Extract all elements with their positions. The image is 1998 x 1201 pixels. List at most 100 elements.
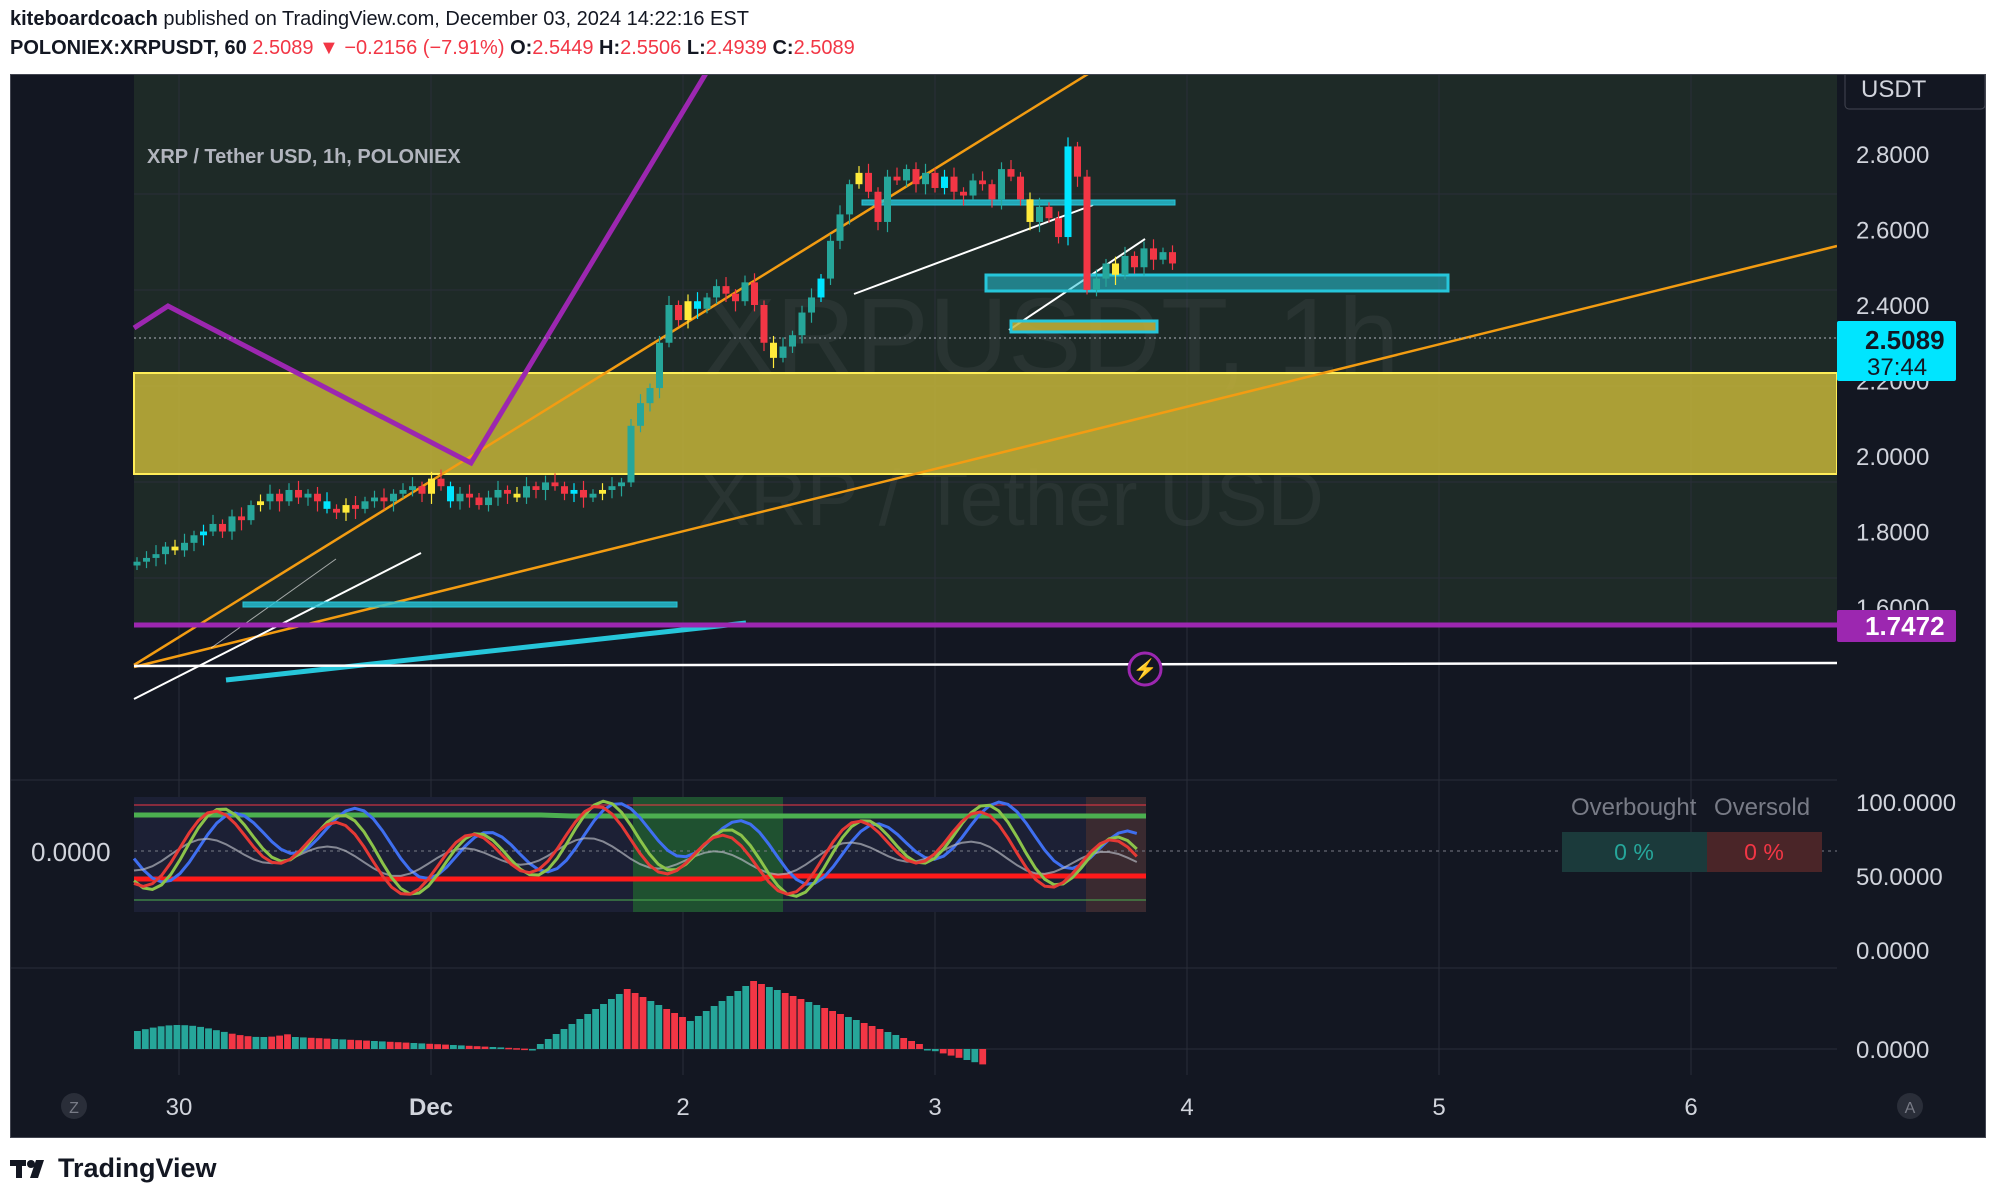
orange-trendline-upper[interactable]: [133, 67, 1097, 667]
candle[interactable]: [181, 533, 188, 557]
candle[interactable]: [551, 473, 559, 491]
candle[interactable]: [361, 496, 369, 514]
candle[interactable]: [342, 498, 350, 521]
axis-a-label[interactable]: A: [1905, 1100, 1916, 1117]
candle[interactable]: [1169, 245, 1176, 270]
candle[interactable]: [456, 486, 464, 510]
candle[interactable]: [1055, 211, 1062, 244]
candle[interactable]: [713, 279, 720, 304]
candle[interactable]: [1140, 241, 1148, 276]
candle[interactable]: [589, 489, 597, 503]
time-tick-label[interactable]: 30: [166, 1094, 193, 1121]
candle[interactable]: [1026, 192, 1034, 231]
candle[interactable]: [646, 383, 654, 412]
candle[interactable]: [865, 163, 872, 199]
candle[interactable]: [798, 305, 806, 344]
candle[interactable]: [399, 483, 407, 499]
candle[interactable]: [1093, 269, 1100, 297]
candles-group[interactable]: [133, 137, 1177, 571]
cyan-zone-low[interactable]: [1009, 319, 1159, 334]
candle[interactable]: [323, 492, 331, 514]
white-level-line[interactable]: [133, 661, 1838, 668]
currency-label[interactable]: USDT: [1861, 76, 1927, 103]
candle[interactable]: [684, 294, 692, 329]
candle[interactable]: [1007, 160, 1015, 182]
time-tick-label[interactable]: Dec: [409, 1094, 453, 1121]
cyan-zone-upper[interactable]: [861, 199, 1176, 206]
candle[interactable]: [171, 539, 179, 555]
candle[interactable]: [1083, 169, 1091, 295]
candle[interactable]: [494, 480, 502, 506]
candle[interactable]: [884, 169, 891, 233]
histogram-bars[interactable]: [134, 981, 987, 1065]
candle[interactable]: [846, 179, 853, 225]
candle[interactable]: [988, 179, 996, 208]
candle[interactable]: [751, 273, 758, 312]
candle[interactable]: [979, 171, 986, 191]
candle[interactable]: [1131, 251, 1138, 274]
candle[interactable]: [580, 480, 587, 508]
candle[interactable]: [162, 542, 169, 565]
white-trendline-top[interactable]: [853, 204, 1094, 295]
candle[interactable]: [760, 300, 768, 352]
candle[interactable]: [561, 481, 568, 501]
purple-zigzag-line[interactable]: [132, 63, 714, 467]
candle[interactable]: [542, 475, 549, 501]
candle[interactable]: [637, 394, 644, 433]
author-name[interactable]: kiteboardcoach: [10, 8, 158, 30]
flash-alert-icon[interactable]: [1127, 651, 1163, 687]
candle[interactable]: [779, 337, 787, 363]
candle[interactable]: [903, 164, 910, 187]
candle[interactable]: [447, 481, 454, 508]
candle[interactable]: [428, 471, 435, 504]
candle[interactable]: [285, 483, 293, 506]
chart-svg[interactable]: XRPUSDT, 1h XRP / Tether USD ⚡ XRP / Tet…: [11, 63, 1986, 1137]
candle[interactable]: [1017, 172, 1024, 206]
candle[interactable]: [333, 504, 340, 520]
candle[interactable]: [143, 551, 150, 569]
oscillator-pane[interactable]: [132, 797, 1837, 912]
candle[interactable]: [703, 292, 711, 314]
time-tick-label[interactable]: 3: [928, 1094, 941, 1121]
time-tick-label[interactable]: 4: [1180, 1094, 1193, 1121]
candle[interactable]: [656, 335, 663, 399]
candle[interactable]: [513, 486, 521, 503]
candle[interactable]: [627, 419, 635, 487]
candle[interactable]: [817, 274, 825, 302]
candle[interactable]: [960, 187, 967, 206]
candle[interactable]: [950, 167, 958, 201]
time-axis-labels[interactable]: 30 Dec 2 3 4 5 6: [166, 1094, 1698, 1121]
candle[interactable]: [922, 163, 929, 195]
candle[interactable]: [304, 489, 312, 506]
candle[interactable]: [219, 519, 226, 538]
time-tick-label[interactable]: 2: [676, 1094, 689, 1121]
candle[interactable]: [732, 289, 739, 312]
candle[interactable]: [266, 484, 274, 510]
candle[interactable]: [770, 335, 777, 369]
candle[interactable]: [371, 490, 378, 508]
candle[interactable]: [608, 477, 616, 499]
candle[interactable]: [390, 489, 397, 512]
candle[interactable]: [276, 489, 283, 512]
candle[interactable]: [931, 168, 939, 193]
axis-a-button[interactable]: [1897, 1093, 1923, 1119]
candle[interactable]: [1150, 239, 1157, 270]
candle[interactable]: [912, 162, 920, 193]
candle[interactable]: [485, 490, 492, 512]
candle[interactable]: [665, 295, 673, 348]
candle[interactable]: [618, 477, 625, 497]
candle[interactable]: [1121, 246, 1129, 280]
candle[interactable]: [808, 288, 815, 323]
candle[interactable]: [475, 492, 483, 510]
candle[interactable]: [247, 500, 255, 525]
axis-z-button[interactable]: [61, 1093, 87, 1119]
candle[interactable]: [200, 524, 207, 546]
cyan-trendline[interactable]: [225, 620, 747, 683]
candle[interactable]: [694, 292, 701, 319]
candle[interactable]: [504, 485, 511, 504]
cyan-zone-early[interactable]: [242, 601, 678, 608]
candle[interactable]: [789, 330, 796, 353]
cyan-zone-mid[interactable]: [984, 273, 1450, 293]
candle[interactable]: [893, 167, 901, 185]
candle[interactable]: [418, 481, 426, 503]
